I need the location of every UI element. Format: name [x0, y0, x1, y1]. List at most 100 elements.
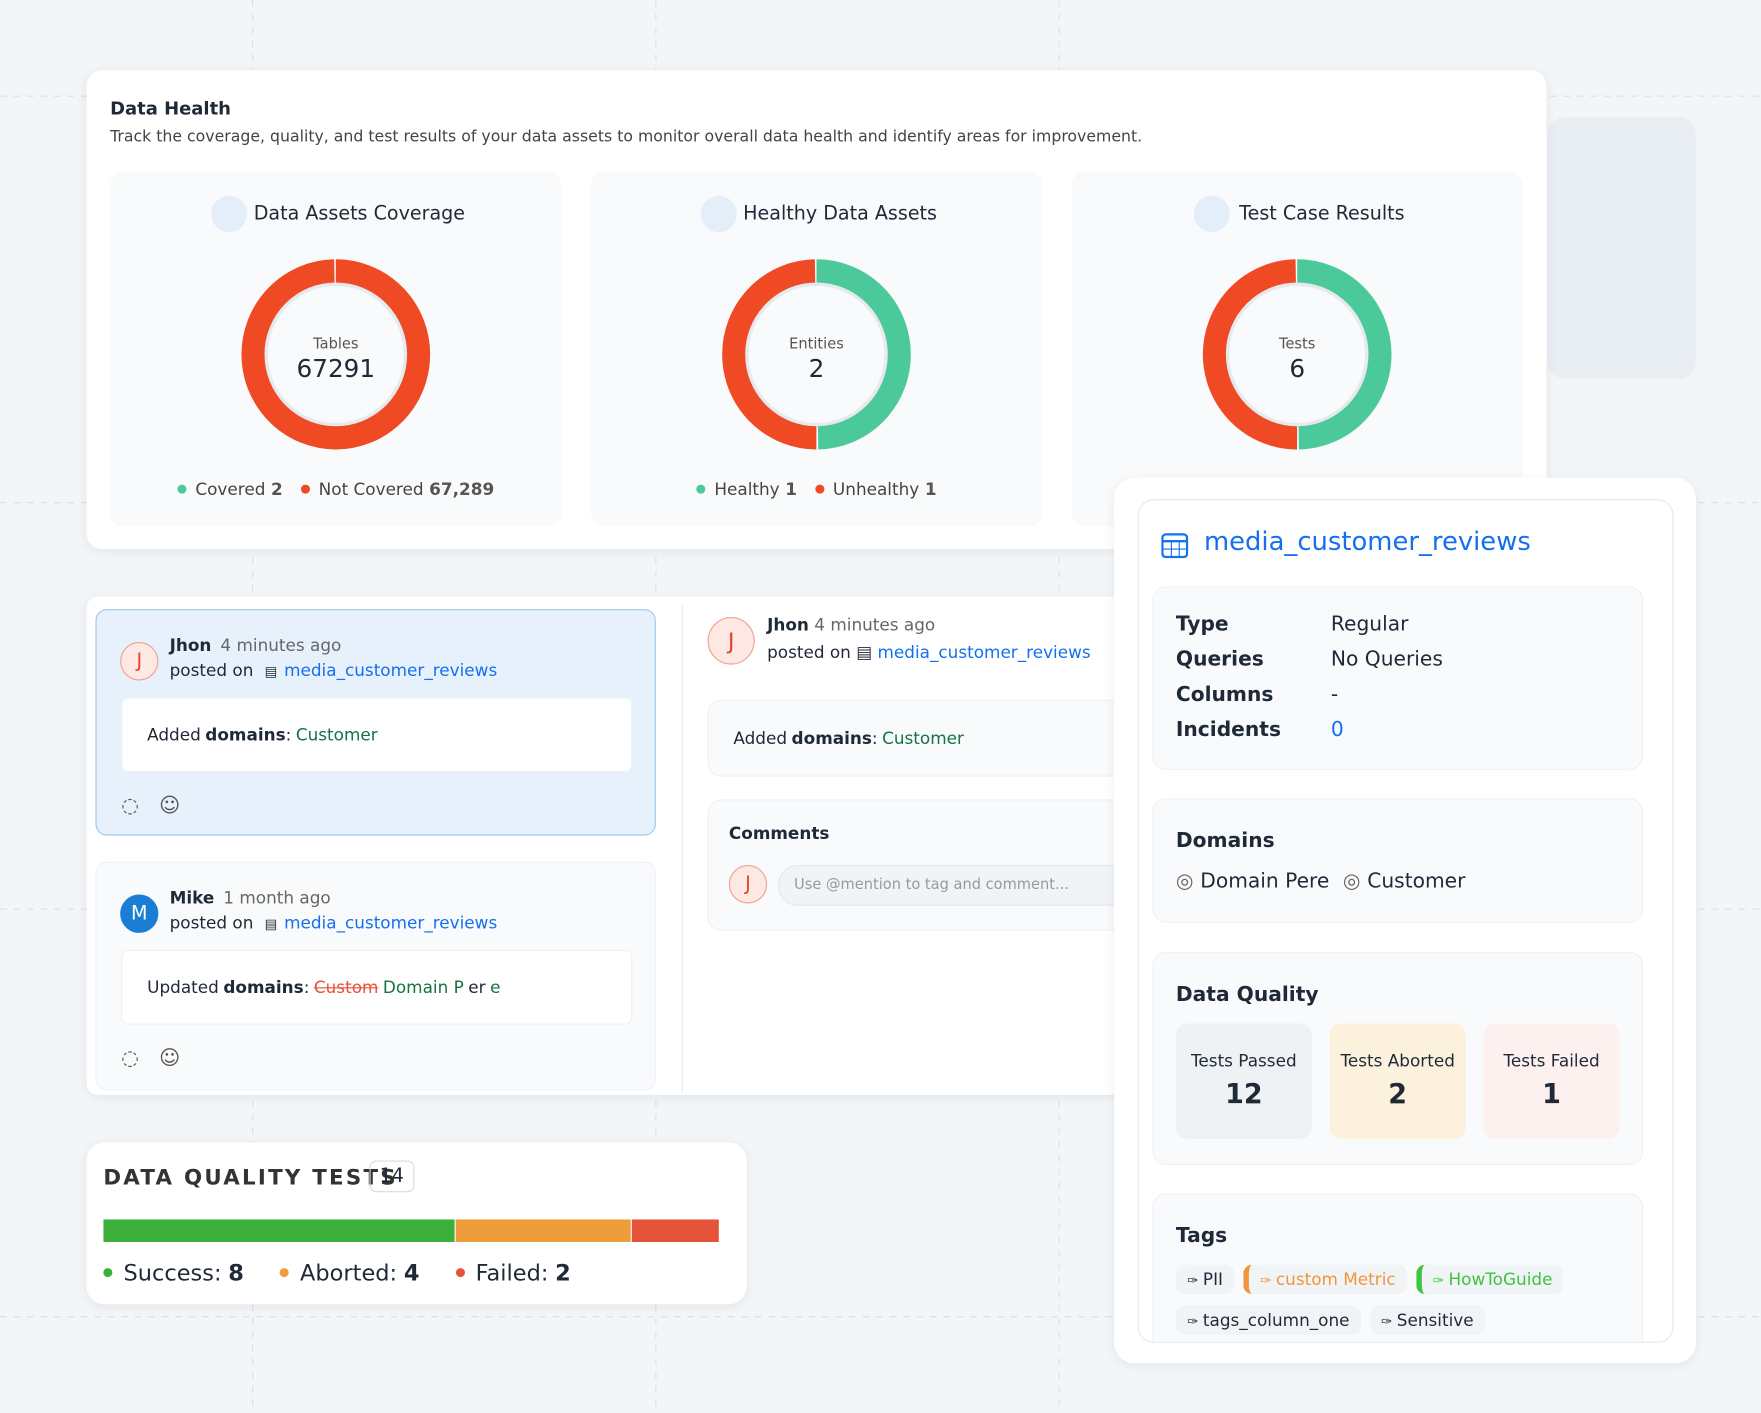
message-part: Customer — [295, 724, 378, 745]
quality-tile: Tests Failed 1 — [1483, 1023, 1620, 1139]
message-part: Added — [733, 728, 788, 749]
comment-input[interactable]: Use @mention to tag and comment... — [778, 865, 1140, 906]
globe-icon: ◎ — [1342, 869, 1361, 894]
author: Jhon — [767, 614, 809, 636]
dq-segment — [103, 1219, 455, 1243]
center-label: Tests — [1279, 336, 1316, 354]
time: 4 minutes ago — [814, 614, 936, 636]
comments-box: Comments J Use @mention to tag and comme… — [707, 799, 1140, 931]
legend-dot — [455, 1268, 465, 1278]
feed-card: J Jhon 4 minutes ago posted on ▤ media_custom… — [86, 596, 1140, 1095]
legend-dot — [177, 484, 187, 494]
dq-bar — [103, 1219, 719, 1243]
center-label: Entities — [789, 336, 844, 354]
donut — [241, 259, 431, 450]
header: Mike 1 month ago — [170, 888, 331, 908]
entity-inner: media_customer_reviews Type Regular Querie… — [1137, 499, 1674, 1343]
legend-name: Unhealthy — [832, 478, 920, 500]
prop-key: Incidents — [1175, 717, 1281, 742]
dq-segment — [631, 1219, 719, 1243]
quality-box: Data Quality Tests Passed 12 Tests Aborted… — [1152, 952, 1644, 1166]
message-part: Added — [147, 724, 201, 745]
posted-line: posted on ▤ media_customer_reviews — [170, 913, 498, 933]
posted: posted on — [169, 912, 254, 933]
legend: Healthy 1 Unhealthy 1 — [591, 479, 1042, 499]
quality-title: Data Quality — [1175, 982, 1319, 1007]
tag[interactable]: ✑ custom Metric — [1243, 1264, 1407, 1295]
globe-icon: ◎ — [1175, 869, 1194, 894]
card-icon — [700, 195, 737, 233]
quality-label: Tests Passed — [1190, 1050, 1297, 1072]
donut-segment — [722, 259, 911, 450]
dq-segment — [455, 1219, 631, 1243]
tag-name: PII — [1202, 1269, 1224, 1290]
tag-icon: ✑ — [1187, 1313, 1199, 1330]
quality-value: 2 — [1388, 1077, 1408, 1110]
card-title: Healthy Data Assets — [743, 202, 937, 226]
entity-link[interactable]: media_customer_reviews — [284, 912, 498, 933]
legend-label: Success: — [123, 1259, 222, 1287]
center-label: Tables — [313, 336, 359, 354]
entity-title[interactable]: media_customer_reviews — [1203, 527, 1531, 558]
tag-icon: ✑ — [1380, 1313, 1393, 1330]
legend-name: Healthy — [714, 478, 780, 500]
legend-value: 67,289 — [429, 478, 495, 500]
center-value: 2 — [808, 355, 825, 384]
posted: posted on — [767, 641, 851, 663]
feed-item: J Jhon 4 minutes ago posted on ▤ media_custom… — [95, 609, 656, 836]
quality-tile: Tests Aborted 2 — [1329, 1023, 1466, 1139]
title: Data Health — [110, 97, 231, 119]
message-part: : — [871, 728, 878, 749]
domain: Customer — [1367, 869, 1466, 894]
message-part: domains — [791, 728, 872, 749]
dq-tests-card: DATA QUALITY TESTS 14 Success: 8 Aborted: 4… — [86, 1142, 747, 1305]
legend-dot — [814, 484, 824, 494]
legend-value: 8 — [228, 1259, 244, 1287]
quality-value: 12 — [1225, 1077, 1263, 1110]
tag[interactable]: ✑ PII — [1175, 1264, 1235, 1295]
entity-link[interactable]: media_customer_reviews — [877, 641, 1091, 663]
message: Added domains: Customer — [733, 728, 964, 748]
legend-value: 2 — [271, 478, 283, 500]
tag[interactable]: ✑ HowToGuide — [1415, 1264, 1564, 1295]
tag-name: HowToGuide — [1448, 1269, 1553, 1290]
message-part: domains — [205, 724, 286, 745]
donut-card: Healthy Data Assets Entities 2 Healthy 1 Unhe… — [590, 172, 1043, 527]
tags-box: Tags ✑ PII ✑ custom Metric ✑ HowToGuide✑ tags_… — [1152, 1193, 1644, 1342]
legend-dot — [103, 1268, 113, 1278]
message-part: e — [490, 977, 501, 998]
entity-link[interactable]: media_customer_reviews — [284, 660, 498, 681]
legend-value: 4 — [403, 1259, 420, 1287]
message-part: Domain P — [382, 977, 464, 998]
domains-title: Domains — [1175, 828, 1275, 853]
donut-card: Data Assets Coverage Tables 67291 Covered 2 N… — [110, 172, 562, 527]
donut-segment — [1202, 259, 1392, 450]
posted-line: posted on ▤ media_customer_reviews — [170, 660, 498, 680]
card-title: Test Case Results — [1239, 202, 1405, 226]
dq-legend: Success: 8 Aborted: 4 Failed: 2 — [103, 1259, 571, 1287]
quality-label: Tests Failed — [1503, 1050, 1600, 1072]
message-part: domains — [223, 977, 304, 998]
prop-value: 0 — [1330, 717, 1344, 742]
tag-name: Sensitive — [1396, 1309, 1474, 1331]
time: 1 month ago — [223, 887, 331, 909]
description: Track the coverage, quality, and test re… — [110, 127, 1143, 147]
avatar: J — [728, 865, 768, 904]
placeholder: Use @mention to tag and comment... — [794, 876, 1069, 894]
inner-ring — [1225, 282, 1369, 427]
donut-card: Test Case Results Tests 6 — [1071, 172, 1523, 527]
message-part: Custom — [313, 977, 379, 998]
message-part: : — [303, 977, 310, 998]
tag-icon: ✑ — [1187, 1272, 1199, 1289]
center-value: 6 — [1289, 355, 1306, 384]
tag-icon: ✑ — [1260, 1272, 1272, 1289]
divider — [681, 605, 683, 1093]
message-part: Updated — [147, 977, 219, 998]
tag[interactable]: ✑ tags_column_one — [1175, 1305, 1361, 1335]
legend-value: 1 — [785, 478, 797, 500]
legend-label: Aborted: — [300, 1259, 398, 1287]
tag[interactable]: ✑ Sensitive — [1369, 1305, 1485, 1335]
